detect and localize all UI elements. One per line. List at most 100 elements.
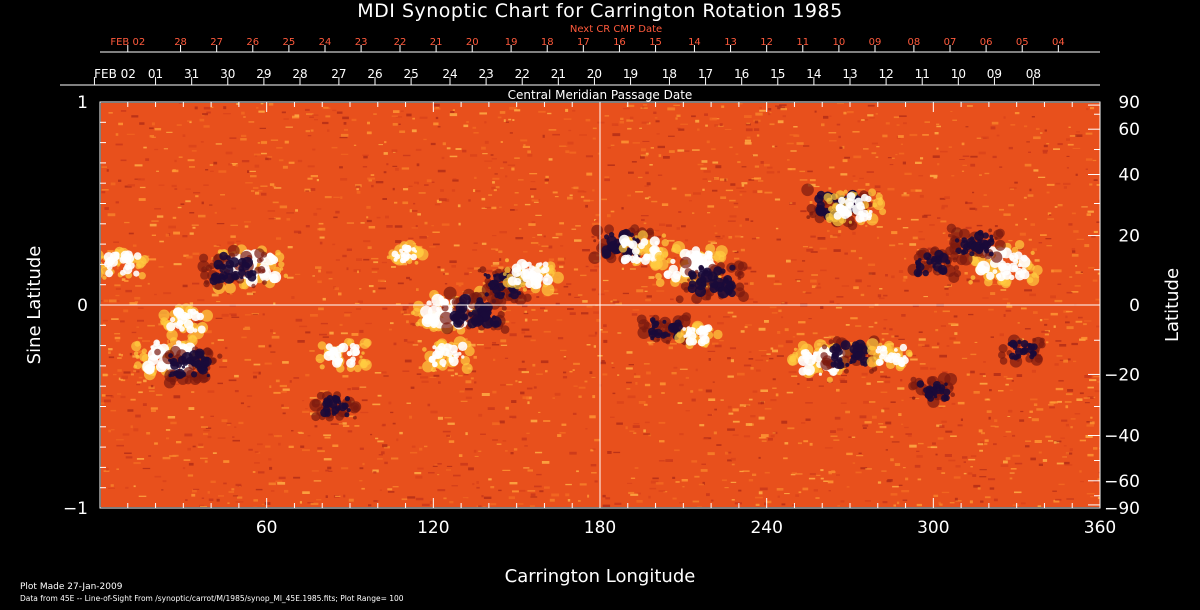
- noise-cell: [918, 331, 923, 333]
- noise-cell: [342, 425, 350, 427]
- halo-blob: [504, 266, 511, 274]
- noise-cell: [540, 307, 546, 310]
- cmp-date-label: 27: [331, 67, 346, 81]
- noise-cell: [699, 424, 705, 427]
- noise-cell: [853, 180, 858, 182]
- noise-cell: [740, 248, 745, 252]
- noise-cell: [252, 186, 259, 189]
- noise-cell: [530, 242, 539, 244]
- noise-cell: [744, 282, 749, 285]
- noise-cell: [837, 103, 844, 105]
- noise-cell: [260, 141, 267, 145]
- noise-cell: [484, 347, 491, 350]
- noise-cell: [192, 252, 200, 255]
- noise-cell: [1016, 374, 1023, 377]
- noise-cell: [783, 457, 788, 460]
- noise-cell: [990, 425, 996, 427]
- noise-cell: [499, 206, 502, 208]
- noise-cell: [809, 246, 813, 248]
- noise-cell: [449, 113, 458, 117]
- noise-cell: [719, 178, 728, 181]
- noise-cell: [386, 225, 393, 228]
- noise-cell: [569, 451, 577, 455]
- next-cr-date-label: 24: [319, 37, 332, 48]
- noise-cell: [545, 175, 549, 179]
- noise-cell: [267, 210, 276, 212]
- noise-cell: [910, 358, 918, 361]
- noise-cell: [640, 107, 648, 109]
- noise-cell: [592, 127, 597, 130]
- noise-cell: [968, 313, 974, 316]
- noise-cell: [359, 329, 364, 333]
- noise-cell: [307, 177, 313, 180]
- noise-cell: [1084, 320, 1092, 322]
- noise-cell: [478, 505, 482, 507]
- noise-cell: [219, 366, 227, 368]
- noise-cell: [1097, 272, 1100, 275]
- noise-cell: [607, 214, 611, 218]
- active-region-negative: [309, 391, 362, 422]
- noise-cell: [228, 490, 235, 493]
- noise-cell: [309, 116, 314, 118]
- core-blob: [1030, 350, 1037, 357]
- noise-cell: [830, 235, 838, 238]
- noise-cell: [727, 405, 732, 409]
- noise-cell: [923, 214, 932, 216]
- noise-cell: [931, 346, 939, 349]
- noise-cell: [383, 446, 390, 449]
- noise-cell: [941, 491, 950, 494]
- noise-cell: [233, 243, 237, 246]
- noise-cell: [409, 278, 412, 281]
- noise-cell: [302, 491, 310, 494]
- noise-cell: [403, 313, 411, 316]
- noise-cell: [940, 325, 946, 327]
- core-blob: [484, 292, 489, 297]
- noise-cell: [370, 433, 373, 436]
- noise-cell: [979, 382, 988, 385]
- noise-cell: [1073, 360, 1077, 363]
- noise-cell: [648, 395, 652, 398]
- noise-cell: [676, 114, 681, 117]
- noise-cell: [640, 154, 649, 157]
- noise-cell: [1084, 402, 1090, 404]
- noise-cell: [607, 164, 615, 166]
- noise-cell: [751, 178, 759, 180]
- active-region-positive: [502, 258, 564, 297]
- noise-cell: [1009, 472, 1015, 474]
- noise-cell: [649, 315, 655, 317]
- noise-cell: [174, 188, 178, 190]
- noise-cell: [268, 103, 274, 106]
- noise-cell: [115, 143, 123, 146]
- noise-cell: [802, 246, 808, 248]
- core-blob: [461, 355, 465, 359]
- noise-cell: [446, 465, 453, 467]
- noise-cell: [1076, 131, 1080, 133]
- noise-cell: [410, 322, 414, 326]
- halo-blob: [713, 329, 723, 340]
- noise-cell: [387, 488, 393, 491]
- noise-cell: [536, 373, 543, 375]
- noise-cell: [739, 190, 747, 193]
- noise-cell: [295, 209, 298, 212]
- noise-cell: [391, 457, 399, 460]
- noise-cell: [210, 170, 214, 172]
- noise-cell: [808, 318, 812, 320]
- noise-cell: [592, 189, 595, 192]
- core-blob: [336, 358, 341, 362]
- noise-cell: [730, 481, 737, 483]
- noise-cell: [1096, 184, 1100, 186]
- noise-cell: [622, 292, 629, 295]
- core-blob: [875, 348, 881, 354]
- noise-cell: [874, 185, 881, 189]
- noise-cell: [371, 184, 374, 188]
- noise-cell: [951, 175, 955, 177]
- noise-cell: [976, 224, 983, 227]
- noise-cell: [563, 371, 567, 374]
- noise-cell: [388, 401, 392, 405]
- noise-cell: [565, 493, 570, 497]
- noise-cell: [234, 390, 239, 393]
- cmp-date-axis: FEB 02 01 31 30 29 28 27 26 25 24 23 22 21 20 19 18 17 16…: [60, 67, 1100, 86]
- noise-cell: [631, 161, 637, 163]
- noise-cell: [679, 502, 684, 504]
- noise-cell: [473, 267, 481, 270]
